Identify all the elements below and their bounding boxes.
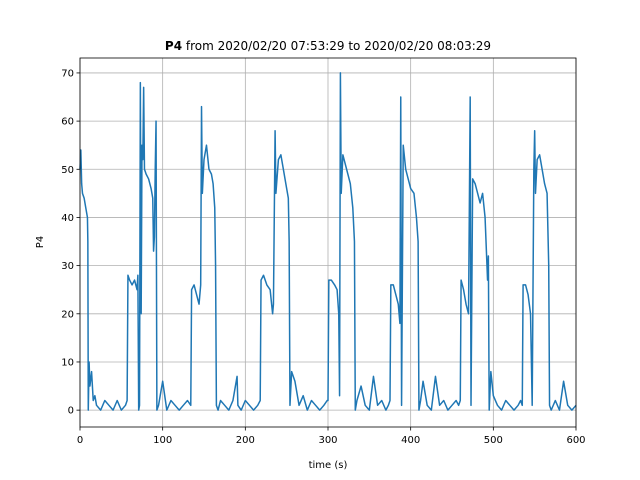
y-tick-label: 50 [61,165,74,176]
y-tick-label: 40 [61,213,74,224]
y-tick-label: 20 [61,309,74,320]
x-tick-label: 300 [318,435,337,446]
y-tick-label: 70 [61,68,74,79]
x-tick-label: 500 [484,435,503,446]
title-rest: from 2020/02/20 07:53:29 to 2020/02/20 0… [186,39,491,53]
x-tick-label: 200 [236,435,255,446]
title-bold: P4 [165,39,182,53]
x-tick-label: 400 [401,435,420,446]
x-axis-label: time (s) [309,460,348,471]
x-tick-label: 100 [153,435,172,446]
y-axis-label: P4 [35,236,46,248]
chart-title: P4 from 2020/02/20 07:53:29 to 2020/02/2… [165,39,491,53]
x-tick-label: 0 [77,435,83,446]
x-tick-label: 600 [566,435,585,446]
y-tick-label: 10 [61,357,74,368]
data-line [79,72,577,411]
y-tick-label: 30 [61,261,74,272]
y-tick-label: 60 [61,117,74,128]
plot-frame [79,57,577,428]
y-tick-label: 0 [68,406,74,417]
